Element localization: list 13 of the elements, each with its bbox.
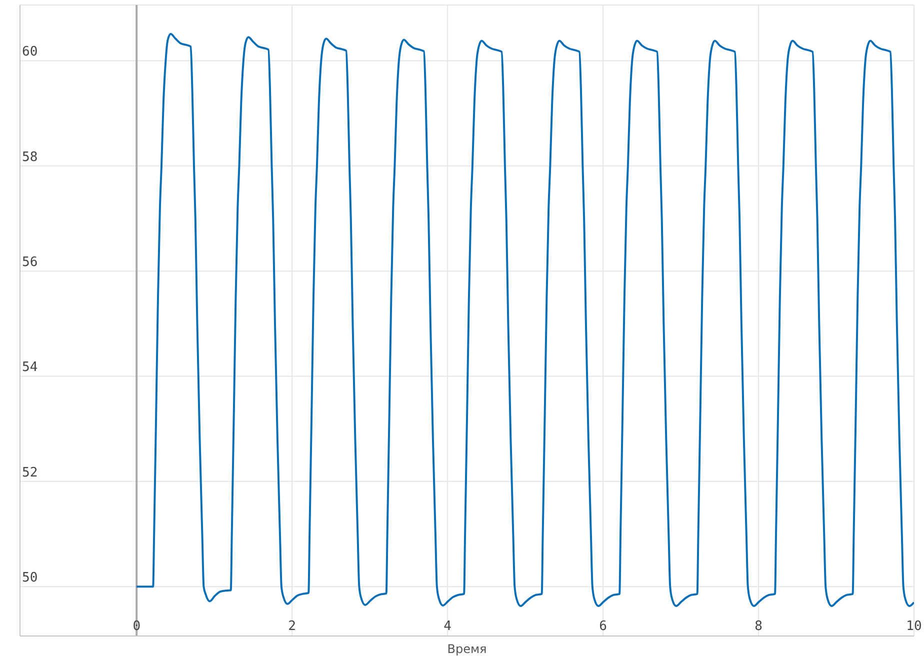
y-tick-label: 54 [22,360,38,376]
y-tick-label: 56 [22,255,38,270]
x-tick-label: 2 [288,619,296,634]
x-axis-title: Время [447,642,487,656]
x-tick-label: 10 [906,619,922,634]
x-tick-label: 6 [599,619,607,634]
x-tick-label: 4 [444,619,452,634]
y-tick-label: 52 [22,465,38,480]
y-tick-label: 50 [22,570,38,586]
y-tick-label: 58 [22,150,38,165]
x-tick-label: 8 [754,619,762,634]
x-tick-label: 0 [132,619,141,634]
y-tick-label: 60 [22,44,38,60]
